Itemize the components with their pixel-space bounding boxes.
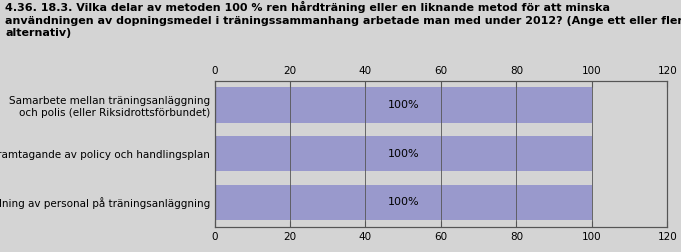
Text: 100%: 100%: [387, 197, 419, 207]
Text: 4.36. 18.3. Vilka delar av metoden 100 % ren hårdträning eller en liknande metod: 4.36. 18.3. Vilka delar av metoden 100 %…: [5, 1, 681, 38]
Bar: [215, 185, 592, 220]
Bar: [215, 136, 592, 171]
Text: 100%: 100%: [387, 149, 419, 159]
Text: 100%: 100%: [387, 100, 419, 110]
Bar: [215, 87, 592, 122]
